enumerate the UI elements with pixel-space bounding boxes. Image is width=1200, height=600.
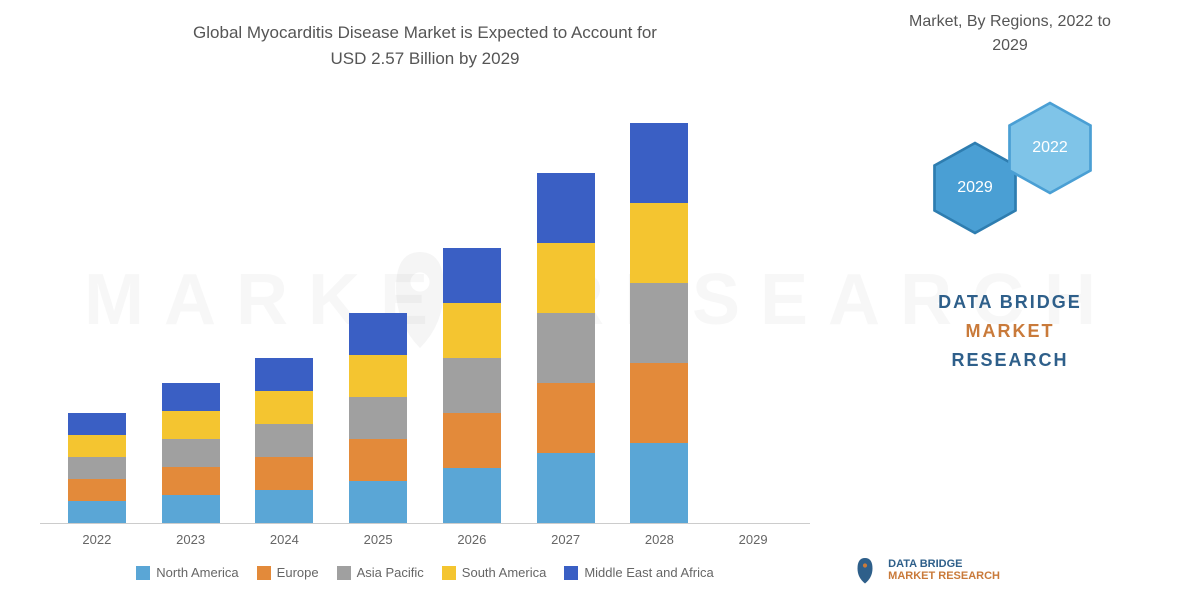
hexagon-2022-label: 2022 (1032, 139, 1068, 157)
x-axis-label: 2028 (618, 532, 701, 547)
bar-group (243, 358, 326, 523)
bar-segment (162, 467, 220, 495)
bar-segment (630, 363, 688, 443)
bar-segment (537, 383, 595, 453)
bar-group (618, 123, 701, 523)
legend-swatch (564, 566, 578, 580)
bar-segment (162, 383, 220, 411)
bar-segment (349, 439, 407, 481)
chart-title-line1: Global Myocarditis Disease Market is Exp… (193, 23, 657, 42)
hexagon-graphic: 2029 2022 (910, 88, 1110, 268)
bar-stack (349, 313, 407, 523)
bar-segment (349, 397, 407, 439)
bar-segment (537, 173, 595, 243)
bar-segment (255, 490, 313, 523)
bar-segment (68, 501, 126, 523)
legend-label: Middle East and Africa (584, 565, 713, 580)
bar-segment (443, 358, 501, 413)
bar-segment (162, 439, 220, 467)
bar-segment (537, 453, 595, 523)
brand-line3: RESEARCH (951, 350, 1068, 370)
bar-segment (630, 123, 688, 203)
bar-segment (443, 248, 501, 303)
legend-swatch (257, 566, 271, 580)
bar-segment (162, 411, 220, 439)
bar-segment (349, 313, 407, 355)
bar-stack (255, 358, 313, 523)
chart-panel: Global Myocarditis Disease Market is Exp… (0, 0, 830, 600)
bar-segment (68, 435, 126, 457)
brand-line2: MARKET (965, 321, 1054, 341)
bar-segment (255, 391, 313, 424)
bar-segment (68, 457, 126, 479)
bar-stack (162, 383, 220, 523)
legend-label: Europe (277, 565, 319, 580)
bar-group (337, 313, 420, 523)
bar-segment (68, 479, 126, 501)
bar-group (56, 413, 139, 523)
x-axis-label: 2023 (149, 532, 232, 547)
bar-segment (349, 481, 407, 523)
legend-swatch (442, 566, 456, 580)
bar-segment (537, 243, 595, 313)
bar-group (524, 173, 607, 523)
legend-item: Asia Pacific (337, 565, 424, 580)
x-axis-label: 2029 (712, 532, 795, 547)
info-title: Market, By Regions, 2022 to 2029 (909, 10, 1111, 58)
bar-stack (630, 123, 688, 523)
bar-group (431, 248, 514, 523)
legend-swatch (337, 566, 351, 580)
bar-segment (255, 424, 313, 457)
legend-label: Asia Pacific (357, 565, 424, 580)
bar-segment (630, 203, 688, 283)
x-axis-label: 2026 (431, 532, 514, 547)
legend-item: Europe (257, 565, 319, 580)
bar-stack (443, 248, 501, 523)
bar-group (149, 383, 232, 523)
legend-swatch (136, 566, 150, 580)
brand-line1: DATA BRIDGE (938, 292, 1082, 312)
chart-title-line2: USD 2.57 Billion by 2029 (330, 49, 519, 68)
legend-item: South America (442, 565, 547, 580)
info-panel: Market, By Regions, 2022 to 2029 2029 20… (830, 0, 1200, 600)
legend-label: South America (462, 565, 547, 580)
bar-stack (537, 173, 595, 523)
legend-item: North America (136, 565, 238, 580)
bar-segment (162, 495, 220, 523)
hexagon-2022: 2022 (1005, 98, 1095, 198)
bar-segment (443, 413, 501, 468)
bars-container (40, 96, 810, 524)
hexagon-2029-label: 2029 (957, 179, 993, 197)
x-axis-label: 2025 (337, 532, 420, 547)
x-axis-label: 2022 (56, 532, 139, 547)
legend-item: Middle East and Africa (564, 565, 713, 580)
brand-name: DATA BRIDGE MARKET RESEARCH (938, 288, 1082, 374)
bar-segment (630, 443, 688, 523)
info-title-line2: 2029 (992, 37, 1028, 54)
bar-segment (630, 283, 688, 363)
x-axis-label: 2027 (524, 532, 607, 547)
x-axis-labels: 2022 2023 2024 2025 2026 2027 2028 2029 (40, 524, 810, 547)
bar-segment (255, 358, 313, 391)
bar-segment (443, 468, 501, 523)
legend-label: North America (156, 565, 238, 580)
bar-segment (349, 355, 407, 397)
chart-legend: North America Europe Asia Pacific South Ame… (40, 565, 810, 590)
main-container: Global Myocarditis Disease Market is Exp… (0, 0, 1200, 600)
bar-segment (443, 303, 501, 358)
bar-segment (68, 413, 126, 435)
chart-title: Global Myocarditis Disease Market is Exp… (40, 20, 810, 71)
bar-segment (255, 457, 313, 490)
info-title-line1: Market, By Regions, 2022 to (909, 13, 1111, 30)
bar-segment (537, 313, 595, 383)
chart-area: 2022 2023 2024 2025 2026 2027 2028 2029 (40, 96, 810, 547)
x-axis-label: 2024 (243, 532, 326, 547)
bar-stack (68, 413, 126, 523)
